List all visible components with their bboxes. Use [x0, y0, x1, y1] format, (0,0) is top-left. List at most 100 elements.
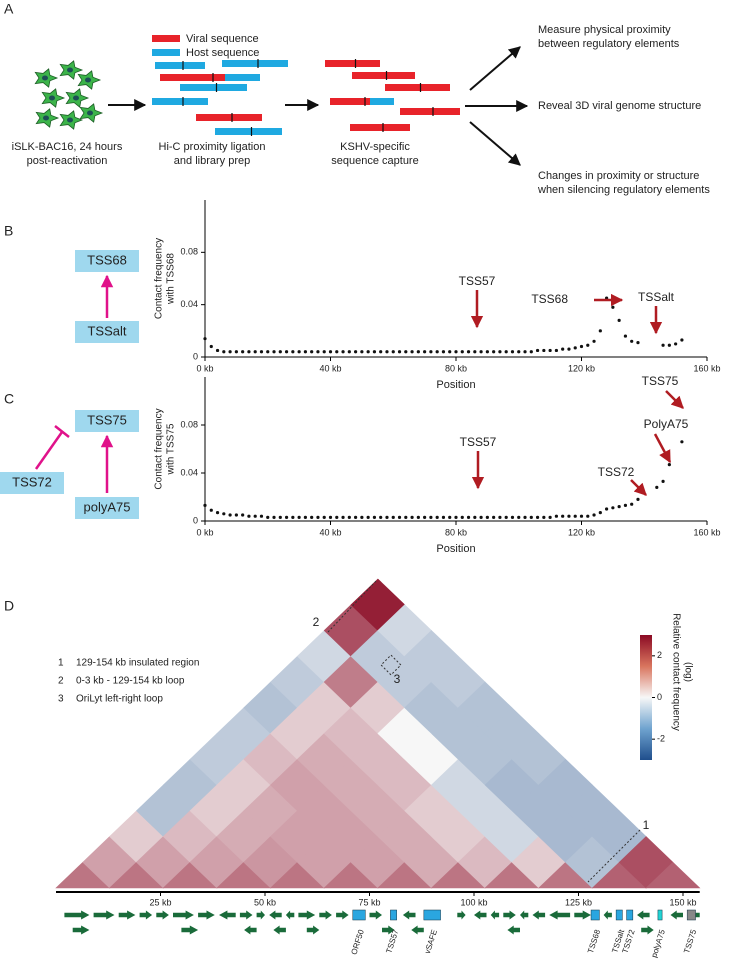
point: [234, 513, 238, 517]
step-label: KSHV-specific: [340, 141, 410, 153]
read: [225, 74, 260, 81]
node-label: TSSalt: [87, 323, 126, 338]
point: [322, 350, 326, 354]
point: [448, 350, 452, 354]
node-label: polyA75: [84, 499, 131, 514]
feature: [615, 909, 623, 921]
point: [510, 350, 515, 354]
gene: [156, 910, 169, 920]
point: [623, 334, 628, 338]
point: [209, 508, 213, 512]
point: [322, 515, 326, 520]
x-tick-label: 0 kb: [196, 527, 213, 537]
gene: [285, 910, 295, 920]
gene: [641, 925, 654, 935]
gene: [382, 925, 395, 935]
point: [548, 348, 552, 353]
point: [523, 515, 527, 520]
point: [347, 515, 351, 520]
node-label: TSS72: [12, 474, 52, 489]
panel-label: B: [4, 223, 13, 239]
node-label: TSS75: [87, 412, 127, 427]
feature-label: TSS68: [586, 928, 602, 955]
point: [473, 350, 477, 354]
point: [504, 515, 508, 520]
point: [448, 515, 452, 520]
gene: [637, 910, 650, 920]
gene: [474, 910, 487, 920]
point: [241, 513, 245, 517]
colorbar: [640, 635, 652, 760]
point: [310, 515, 314, 520]
point: [228, 513, 232, 517]
point: [416, 350, 420, 354]
feature-label: TSS75: [682, 928, 698, 955]
annotation-arrow: [630, 479, 647, 496]
gene: [490, 910, 500, 920]
panel-label: C: [4, 391, 14, 407]
step-label: Hi-C proximity ligation: [159, 141, 266, 153]
legend-key: 2: [58, 676, 64, 687]
point: [586, 514, 590, 518]
feature: [590, 909, 600, 921]
point: [423, 350, 427, 354]
annotation: TSS57: [459, 274, 496, 288]
point: [542, 515, 546, 520]
gene: [503, 910, 516, 920]
x-tick-label: 100 kb: [460, 897, 487, 907]
point: [579, 344, 584, 349]
x-tick-label: 120 kb: [568, 527, 595, 537]
read: [215, 128, 282, 135]
point: [466, 350, 471, 354]
x-tick-label: 80 kb: [445, 363, 467, 373]
point: [360, 350, 364, 354]
gene: [411, 925, 424, 935]
x-tick-label: 40 kb: [319, 527, 341, 537]
point: [397, 515, 402, 520]
point: [379, 350, 383, 354]
gene: [118, 910, 136, 920]
read: [385, 84, 450, 91]
point: [360, 515, 364, 520]
heatmap-cell: [645, 861, 701, 889]
point: [391, 515, 395, 520]
point: [655, 485, 659, 489]
cell-nucleus: [43, 115, 49, 121]
point: [441, 515, 446, 520]
step-label: iSLK-BAC16, 24 hours: [12, 141, 123, 153]
point: [435, 515, 439, 520]
feature-label: ORF50: [349, 928, 366, 956]
point: [423, 515, 427, 520]
point: [517, 515, 521, 520]
gene: [173, 910, 194, 920]
cell-nucleus: [87, 110, 93, 116]
gene: [139, 910, 153, 920]
point: [492, 515, 496, 520]
point: [460, 350, 464, 354]
point: [667, 343, 671, 347]
point: [605, 507, 609, 511]
point: [586, 343, 590, 347]
point: [561, 514, 565, 518]
node-label: TSS68: [87, 252, 127, 267]
read: [180, 84, 247, 91]
point: [209, 344, 213, 349]
point: [222, 350, 226, 354]
point: [316, 515, 320, 520]
point: [573, 514, 577, 518]
annotation-arrow: [665, 390, 684, 409]
point: [341, 350, 345, 354]
point: [259, 514, 264, 518]
colorbar-label: Relative contact frequency: [670, 613, 681, 731]
gene: [239, 910, 253, 920]
diagram-c: [0, 410, 139, 519]
point: [598, 510, 602, 515]
point: [241, 350, 245, 354]
step-label: post-reactivation: [27, 155, 108, 167]
point: [579, 514, 584, 518]
point: [636, 497, 640, 501]
read: [350, 124, 410, 131]
point: [404, 515, 408, 520]
read: [330, 98, 370, 105]
point: [303, 350, 307, 354]
